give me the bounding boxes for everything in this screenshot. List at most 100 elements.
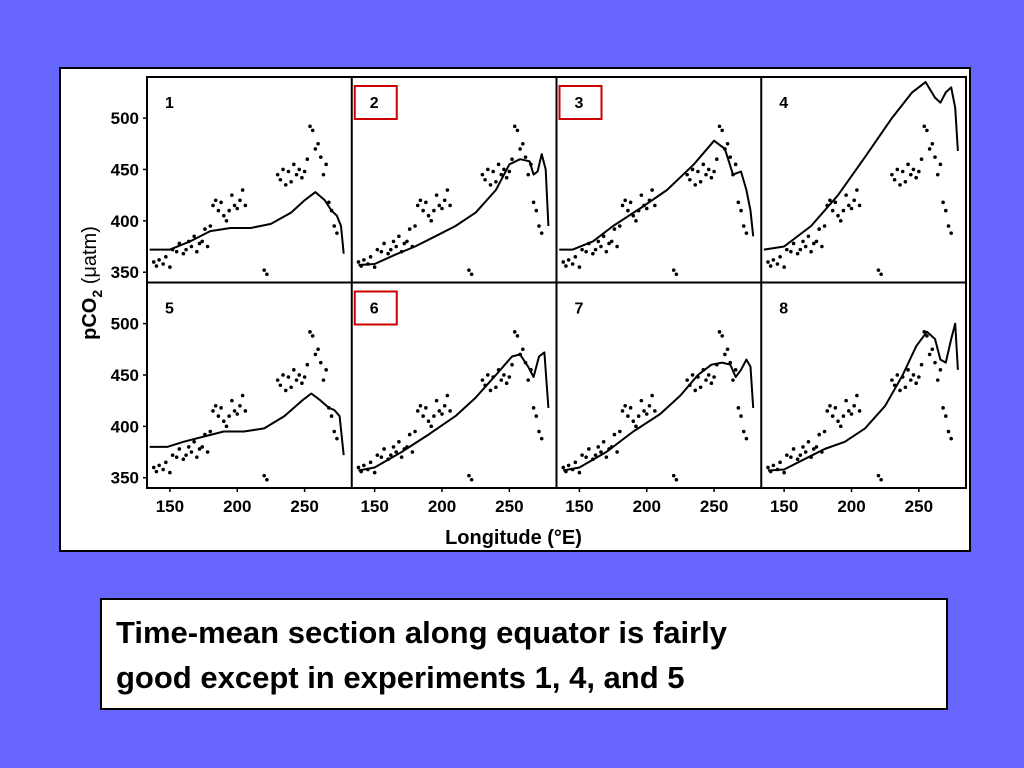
panel-label: 1	[165, 95, 174, 112]
observation-point	[418, 198, 423, 203]
observation-point	[523, 155, 528, 159]
observation-point	[908, 172, 913, 177]
y-tick-label: 450	[111, 366, 139, 385]
observation-point	[189, 450, 194, 454]
observation-point	[935, 378, 940, 382]
observation-point	[631, 213, 636, 218]
observation-point	[440, 206, 444, 211]
observation-point	[275, 378, 280, 382]
observation-point	[219, 406, 223, 410]
observation-point	[386, 251, 390, 256]
observation-point	[518, 147, 522, 151]
observation-point	[778, 255, 782, 259]
x-tick-label: 250	[290, 497, 318, 516]
observation-point	[243, 409, 248, 413]
observation-point	[488, 183, 493, 187]
observation-point	[927, 147, 932, 151]
observation-point	[407, 432, 412, 437]
observation-point	[798, 247, 803, 252]
observation-point	[634, 424, 638, 429]
observation-point	[811, 447, 816, 451]
observation-point	[418, 404, 423, 408]
observation-point	[197, 447, 202, 451]
observation-point	[725, 141, 730, 146]
observation-point	[502, 167, 506, 172]
observation-point	[736, 200, 741, 205]
observation-point	[828, 404, 832, 408]
observation-point	[499, 378, 504, 382]
observation-point	[626, 414, 630, 418]
observation-point	[539, 231, 544, 235]
observation-point	[791, 447, 796, 451]
observation-point	[313, 352, 318, 357]
y-tick-label: 400	[111, 417, 139, 436]
observation-point	[917, 375, 921, 379]
observation-point	[806, 234, 811, 239]
observation-point	[161, 262, 165, 266]
observation-point	[362, 463, 366, 468]
observation-point	[494, 385, 498, 390]
observation-point	[219, 200, 223, 205]
observation-point	[424, 200, 428, 205]
observation-point	[467, 473, 471, 478]
observation-point	[876, 473, 881, 478]
observation-point	[292, 162, 296, 167]
observation-point	[294, 378, 299, 382]
observation-point	[240, 188, 245, 192]
observation-point	[833, 200, 838, 205]
x-tick-label: 150	[360, 497, 388, 516]
observation-point	[744, 231, 749, 235]
observation-point	[917, 169, 921, 174]
observation-point	[534, 208, 539, 213]
observation-point	[946, 224, 951, 228]
y-tick-label: 350	[111, 469, 139, 488]
observation-point	[372, 470, 377, 475]
observation-point	[712, 169, 716, 174]
observation-point	[599, 450, 603, 454]
observation-point	[467, 268, 471, 272]
observation-point	[903, 385, 908, 390]
observation-point	[828, 198, 832, 203]
observation-point	[720, 128, 724, 133]
observation-point	[903, 180, 908, 184]
observation-point	[189, 244, 194, 249]
panel-highlight-box	[353, 85, 398, 120]
observation-point	[442, 404, 447, 408]
observation-point	[286, 375, 291, 379]
observation-point	[693, 388, 698, 393]
observation-point	[208, 429, 213, 434]
observation-point	[714, 157, 719, 161]
observation-point	[618, 224, 622, 228]
observation-point	[382, 241, 386, 246]
x-tick-label: 200	[633, 497, 661, 516]
observation-point	[801, 445, 805, 449]
observation-point	[847, 203, 851, 208]
observation-point	[235, 412, 240, 416]
observation-point	[442, 198, 447, 203]
observation-point	[335, 231, 339, 235]
observation-point	[181, 457, 186, 462]
observation-point	[566, 258, 571, 262]
observation-point	[817, 432, 821, 437]
observation-point	[216, 208, 221, 213]
observation-point	[580, 453, 584, 457]
observation-point	[184, 247, 188, 252]
observation-point	[203, 227, 207, 231]
observation-point	[445, 188, 450, 192]
observation-point	[232, 409, 237, 413]
observation-point	[448, 409, 452, 413]
observation-point	[356, 260, 361, 264]
observation-point	[857, 409, 862, 413]
observation-point	[308, 124, 312, 129]
observation-point	[739, 208, 743, 213]
observation-point	[168, 265, 172, 269]
observation-point	[192, 234, 196, 239]
observation-point	[639, 193, 644, 197]
observation-point	[211, 409, 215, 413]
observation-point	[521, 347, 525, 352]
observation-point	[830, 414, 835, 418]
observation-point	[227, 414, 231, 418]
observation-point	[496, 162, 501, 167]
observation-point	[375, 453, 380, 457]
observation-point	[607, 241, 611, 246]
